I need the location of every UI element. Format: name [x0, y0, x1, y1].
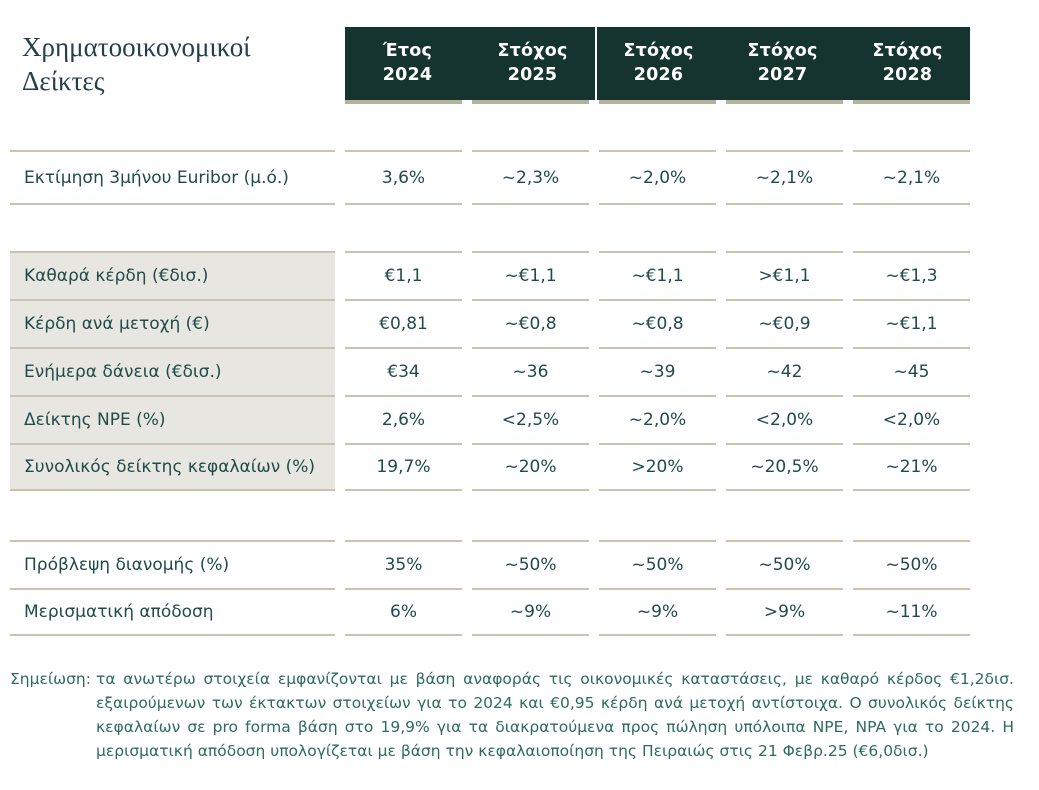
cell-value: ~€0,9: [726, 299, 843, 347]
header-underline: [726, 100, 843, 104]
cell-value: 19,7%: [345, 443, 462, 491]
row-label: Συνολικός δείκτης κεφαλαίων (%): [10, 443, 335, 491]
cell-value: ~€1,1: [472, 251, 589, 299]
table-row: Πρόβλεψη διανομής (%) 35% ~50% ~50% ~50%…: [10, 540, 1039, 588]
cell-value: ~€1,3: [853, 251, 970, 299]
column-header-type: Στόχος: [872, 41, 943, 61]
column-header-type: Στόχος: [623, 41, 694, 61]
table-group-euribor: Εκτίμηση 3μήνου Euribor (μ.ό.) 3,6% ~2,3…: [10, 150, 1039, 205]
column-header-2027: Στόχος 2027: [720, 27, 845, 100]
title-cell: Χρηματοοικονομικοί Δείκτες: [10, 27, 335, 100]
cell-value: €34: [345, 347, 462, 395]
cell-value: >€1,1: [726, 251, 843, 299]
row-label: Δείκτης NPE (%): [10, 395, 335, 443]
table-row: Δείκτης NPE (%) 2,6% <2,5% ~2,0% <2,0% <…: [10, 395, 1039, 443]
cell-value: ~50%: [599, 540, 716, 588]
row-label: Ενήμερα δάνεια (€δισ.): [10, 347, 335, 395]
footnote: Σημείωση: τα ανωτέρω στοιχεία εμφανίζοντ…: [10, 667, 1014, 763]
row-label: Πρόβλεψη διανομής (%): [10, 540, 335, 588]
column-header-type: Έτος: [382, 41, 433, 61]
cell-value: ~2,0%: [599, 150, 716, 205]
cell-value: ~20,5%: [726, 443, 843, 491]
cell-value: ~36: [472, 347, 589, 395]
cell-value: ~50%: [726, 540, 843, 588]
cell-value: ~45: [853, 347, 970, 395]
table-row: Καθαρά κέρδη (€δισ.) €1,1 ~€1,1 ~€1,1 >€…: [10, 251, 1039, 299]
cell-value: <2,0%: [853, 395, 970, 443]
cell-value: ~2,0%: [599, 395, 716, 443]
column-header-2025: Στόχος 2025: [470, 27, 595, 100]
cell-value: ~20%: [472, 443, 589, 491]
footnote-label: Σημείωση:: [10, 670, 91, 688]
cell-value: ~€0,8: [472, 299, 589, 347]
table-row: Ενήμερα δάνεια (€δισ.) €34 ~36 ~39 ~42 ~…: [10, 347, 1039, 395]
column-header-year: 2027: [757, 65, 808, 85]
cell-value: ~€1,1: [599, 251, 716, 299]
cell-value: €0,81: [345, 299, 462, 347]
cell-value: ~2,1%: [726, 150, 843, 205]
header-underline: [472, 100, 589, 104]
column-header-year: 2028: [882, 65, 933, 85]
cell-value: 35%: [345, 540, 462, 588]
page-title: Χρηματοοικονομικοί Δείκτες: [22, 31, 251, 96]
cell-value: 6%: [345, 588, 462, 636]
column-header-type: Στόχος: [747, 41, 818, 61]
cell-value: ~50%: [853, 540, 970, 588]
cell-value: >20%: [599, 443, 716, 491]
column-header-type: Στόχος: [497, 41, 568, 61]
cell-value: ~9%: [599, 588, 716, 636]
cell-value: 2,6%: [345, 395, 462, 443]
header-underline: [345, 100, 462, 104]
row-label: Καθαρά κέρδη (€δισ.): [10, 251, 335, 299]
cell-value: ~42: [726, 347, 843, 395]
column-header-year: 2024: [382, 65, 433, 85]
cell-value: ~39: [599, 347, 716, 395]
row-label: Κέρδη ανά μετοχή (€): [10, 299, 335, 347]
table-row: Μερισματική απόδοση 6% ~9% ~9% >9% ~11%: [10, 588, 1039, 636]
cell-value: ~50%: [472, 540, 589, 588]
table-group-distribution: Πρόβλεψη διανομής (%) 35% ~50% ~50% ~50%…: [10, 540, 1039, 636]
column-header-year: 2026: [633, 65, 684, 85]
column-header-2026: Στόχος 2026: [595, 27, 720, 100]
row-label: Εκτίμηση 3μήνου Euribor (μ.ό.): [10, 150, 335, 205]
cell-value: 3,6%: [345, 150, 462, 205]
table-header-row: Χρηματοοικονομικοί Δείκτες Έτος 2024 Στό…: [10, 27, 1039, 100]
table-group-core-metrics: Καθαρά κέρδη (€δισ.) €1,1 ~€1,1 ~€1,1 >€…: [10, 251, 1039, 491]
table-row: Εκτίμηση 3μήνου Euribor (μ.ό.) 3,6% ~2,3…: [10, 150, 1039, 205]
cell-value: ~€1,1: [853, 299, 970, 347]
cell-value: ~11%: [853, 588, 970, 636]
cell-value: >9%: [726, 588, 843, 636]
row-label: Μερισματική απόδοση: [10, 588, 335, 636]
cell-value: ~2,3%: [472, 150, 589, 205]
cell-value: ~2,1%: [853, 150, 970, 205]
table-row: Συνολικός δείκτης κεφαλαίων (%) 19,7% ~2…: [10, 443, 1039, 491]
header-underline-row: [10, 100, 1039, 104]
footnote-text: τα ανωτέρω στοιχεία εμφανίζονται με βάση…: [96, 670, 1014, 760]
table-header: Έτος 2024 Στόχος 2025 Στόχος 2026 Στόχος…: [345, 27, 970, 100]
cell-value: ~€0,8: [599, 299, 716, 347]
header-underline: [853, 100, 970, 104]
table-row: Κέρδη ανά μετοχή (€) €0,81 ~€0,8 ~€0,8 ~…: [10, 299, 1039, 347]
cell-value: €1,1: [345, 251, 462, 299]
header-underline: [599, 100, 716, 104]
column-header-2028: Στόχος 2028: [845, 27, 970, 100]
cell-value: <2,5%: [472, 395, 589, 443]
underline-spacer: [10, 100, 335, 104]
column-header-2024: Έτος 2024: [345, 27, 470, 100]
cell-value: ~9%: [472, 588, 589, 636]
column-header-year: 2025: [507, 65, 558, 85]
cell-value: ~21%: [853, 443, 970, 491]
cell-value: <2,0%: [726, 395, 843, 443]
